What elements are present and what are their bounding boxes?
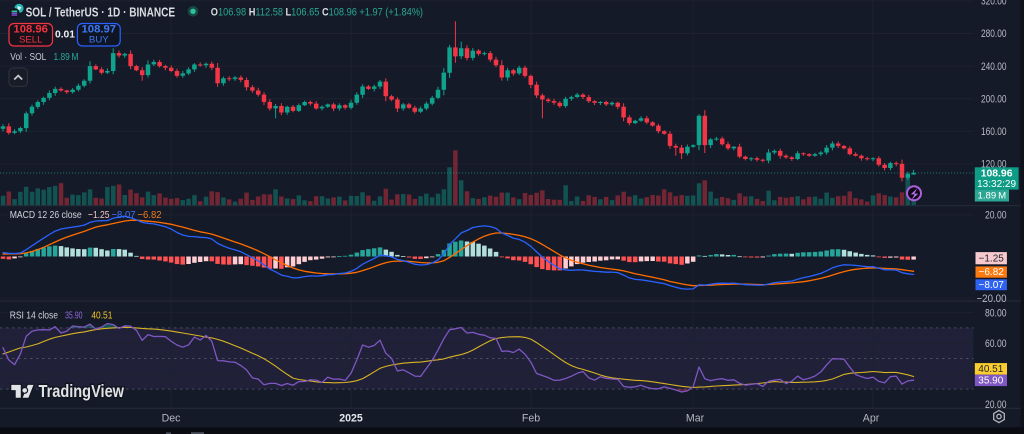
svg-text:Dec: Dec: [162, 412, 182, 424]
svg-text:2025: 2025: [339, 412, 363, 424]
svg-text:Feb: Feb: [522, 412, 540, 424]
svg-text:1.89 M: 1.89 M: [978, 191, 1007, 202]
svg-text:Apr: Apr: [863, 412, 880, 424]
svg-text:−1.25: −1.25: [979, 253, 1005, 264]
svg-text:80.00: 80.00: [985, 307, 1007, 319]
svg-text:0.01: 0.01: [55, 29, 75, 40]
svg-text:−20.00: −20.00: [977, 293, 1007, 305]
svg-text:160.00: 160.00: [981, 126, 1007, 138]
svg-text:200.00: 200.00: [981, 93, 1007, 105]
svg-text:RSI 14 close: RSI 14 close: [10, 311, 58, 322]
svg-text:108.96: 108.96: [981, 169, 1013, 180]
svg-text:240.00: 240.00: [981, 61, 1007, 73]
svg-text:SOL / TetherUS · 1D · BINANCE: SOL / TetherUS · 1D · BINANCE: [26, 4, 176, 19]
svg-text:−8.07: −8.07: [979, 280, 1005, 291]
svg-text:MACD 12 26 close: MACD 12 26 close: [10, 210, 82, 221]
svg-text:1.89 M: 1.89 M: [54, 52, 79, 63]
svg-text:O106.98 H112.58 L106.65 C108.9: O106.98 H112.58 L106.65 C108.96 +1.97 (+…: [211, 6, 423, 18]
svg-text:13:32:29: 13:32:29: [977, 179, 1016, 190]
svg-text:BUY: BUY: [89, 35, 109, 46]
svg-text:40.51: 40.51: [91, 311, 112, 322]
svg-text:35.90: 35.90: [65, 311, 83, 322]
svg-text:280.00: 280.00: [981, 28, 1007, 40]
svg-text:108.97: 108.97: [82, 23, 117, 35]
svg-text:TradingView: TradingView: [39, 381, 125, 401]
svg-text:108.96: 108.96: [13, 23, 48, 35]
svg-text:40.51: 40.51: [978, 364, 1003, 375]
svg-text:SELL: SELL: [19, 35, 43, 46]
svg-text:−8.07: −8.07: [112, 210, 136, 221]
svg-text:20.00: 20.00: [985, 210, 1007, 222]
svg-text:Mar: Mar: [686, 412, 705, 424]
svg-text:320.00: 320.00: [981, 0, 1007, 8]
svg-text:−6.82: −6.82: [138, 210, 162, 221]
svg-text:60.00: 60.00: [985, 338, 1007, 350]
svg-text:20.00: 20.00: [985, 399, 1007, 411]
svg-text:35.90: 35.90: [978, 375, 1003, 386]
svg-text:−6.82: −6.82: [979, 267, 1005, 278]
svg-text:Vol · SOL: Vol · SOL: [10, 52, 46, 63]
svg-text:−1.25: −1.25: [88, 210, 110, 221]
